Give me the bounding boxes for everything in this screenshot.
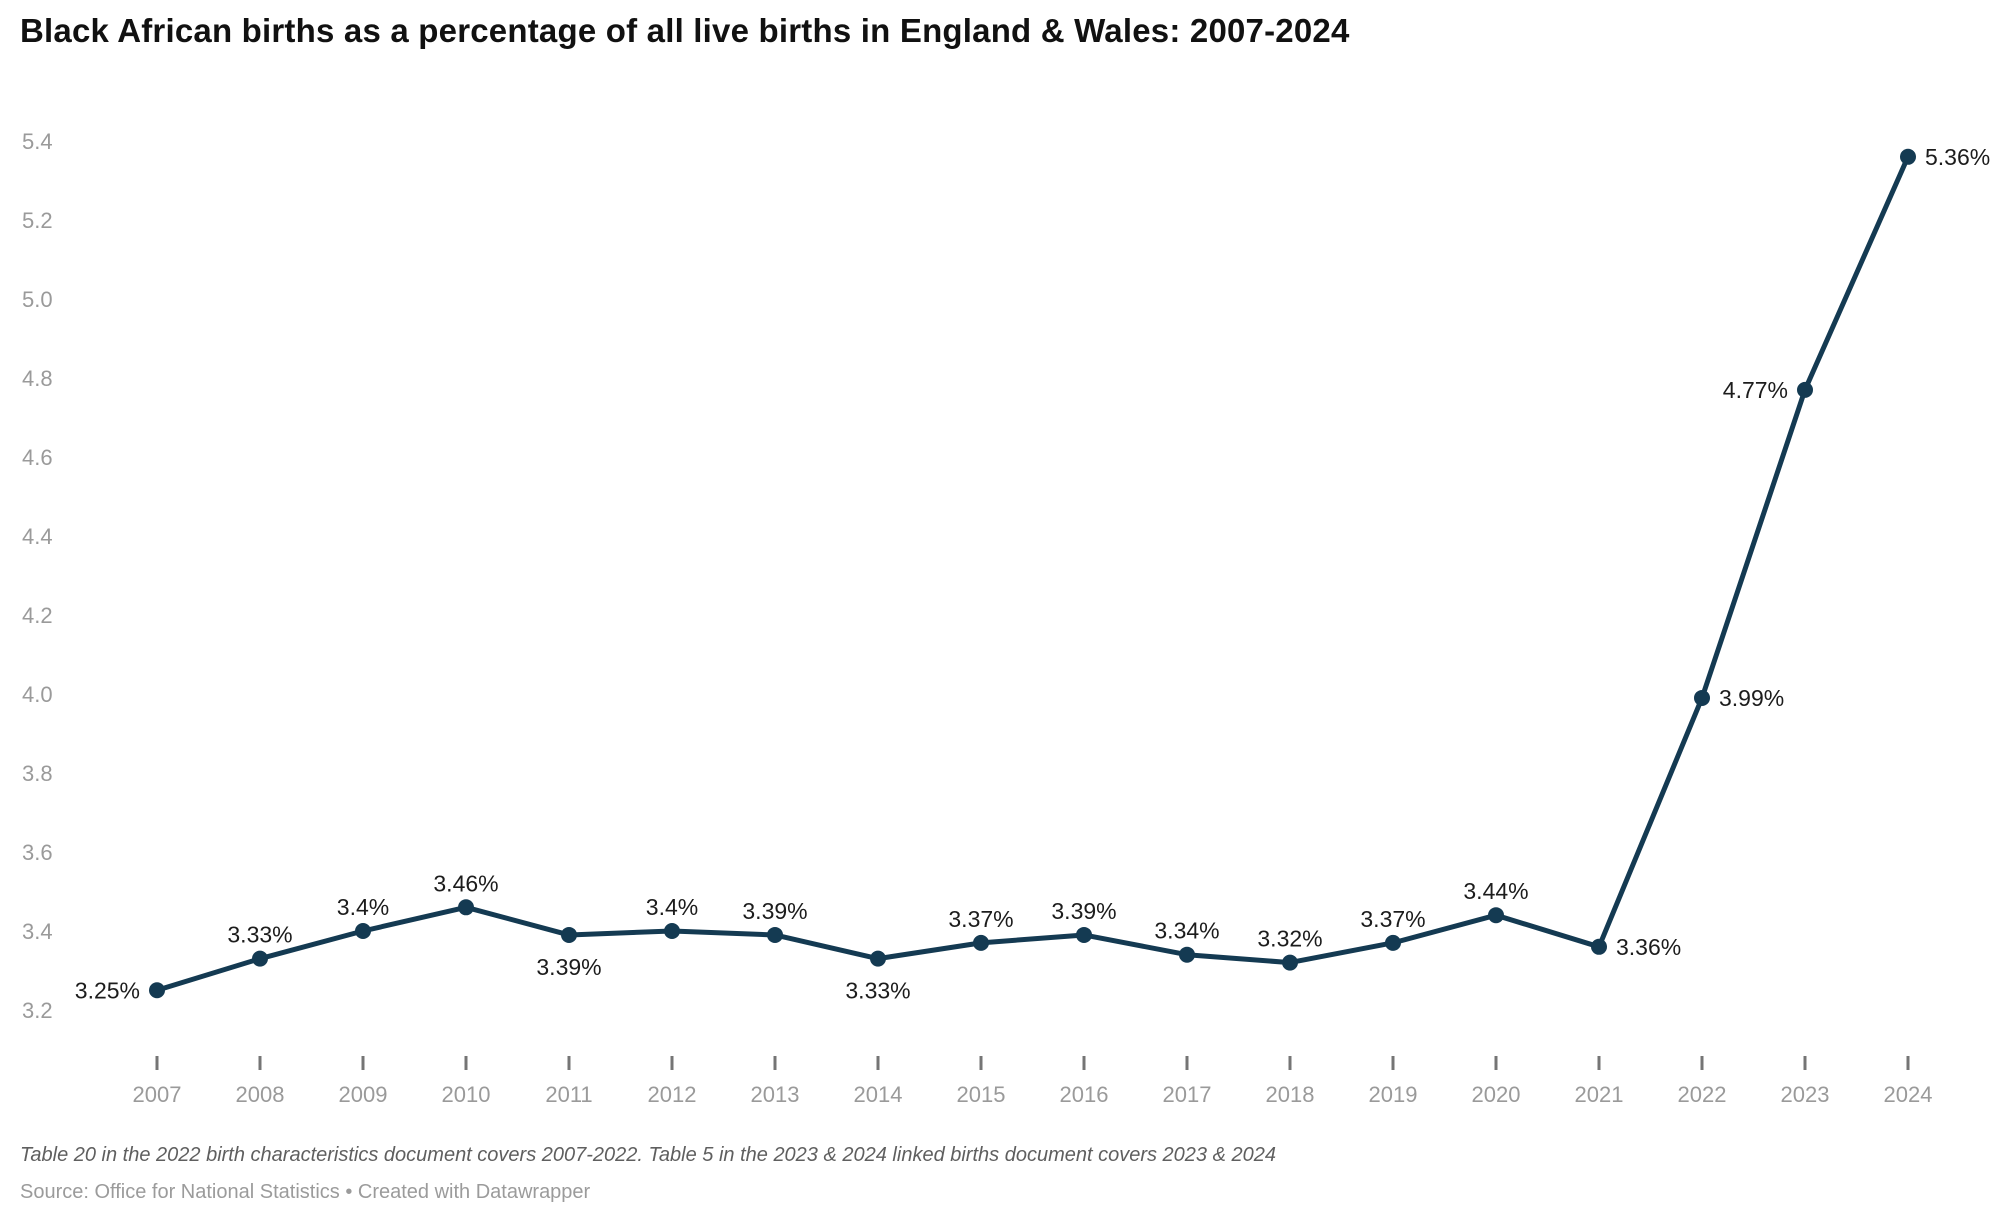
- data-point[interactable]: [561, 926, 577, 943]
- y-axis-tick-label: 3.2: [22, 998, 53, 1023]
- x-axis-label: 2009: [339, 1082, 388, 1107]
- chart-source-credit: Source: Office for National Statistics •…: [20, 1181, 591, 1203]
- data-point[interactable]: [973, 934, 989, 951]
- data-point[interactable]: [458, 899, 474, 916]
- x-axis-label: 2024: [1884, 1082, 1933, 1107]
- x-axis-label: 2016: [1060, 1082, 1109, 1107]
- x-axis-label: 2021: [1575, 1082, 1624, 1107]
- data-point-label: 3.4%: [337, 894, 389, 920]
- data-point[interactable]: [1385, 934, 1401, 951]
- x-axis-label: 2018: [1266, 1082, 1315, 1107]
- data-point-label: 3.33%: [845, 978, 910, 1004]
- data-point-label: 3.32%: [1257, 926, 1322, 952]
- x-axis-label: 2020: [1472, 1082, 1521, 1107]
- data-point-label: 3.99%: [1719, 685, 1784, 711]
- x-axis-label: 2012: [648, 1082, 697, 1107]
- data-point-label: 5.36%: [1925, 144, 1990, 170]
- data-point[interactable]: [1797, 381, 1813, 398]
- data-point[interactable]: [1282, 954, 1298, 971]
- data-point[interactable]: [252, 950, 268, 967]
- x-axis-label: 2014: [854, 1082, 903, 1107]
- data-point[interactable]: [1076, 926, 1092, 943]
- data-point-label: 3.25%: [75, 977, 140, 1003]
- data-point[interactable]: [1694, 689, 1710, 706]
- data-point[interactable]: [1591, 938, 1607, 955]
- data-point[interactable]: [870, 950, 886, 967]
- data-point-label: 3.37%: [948, 906, 1013, 932]
- chart-title: Black African births as a percentage of …: [20, 12, 1350, 49]
- data-point-label: 3.44%: [1463, 878, 1528, 904]
- data-point[interactable]: [767, 926, 783, 943]
- data-point-label: 3.4%: [646, 894, 698, 920]
- x-axis-label: 2022: [1678, 1082, 1727, 1107]
- data-point-label: 3.46%: [433, 870, 498, 896]
- y-axis-tick-label: 3.4: [22, 919, 53, 944]
- data-point-label: 3.37%: [1360, 906, 1425, 932]
- x-axis-label: 2010: [442, 1082, 491, 1107]
- y-axis-tick-label: 5.0: [22, 287, 53, 312]
- data-point-label: 3.36%: [1616, 934, 1681, 960]
- data-point-label: 3.39%: [742, 898, 807, 924]
- x-axis-label: 2008: [236, 1082, 285, 1107]
- y-axis-tick-label: 4.2: [22, 603, 53, 628]
- x-axis-label: 2017: [1163, 1082, 1212, 1107]
- x-axis-label: 2011: [545, 1082, 592, 1107]
- data-point[interactable]: [1900, 148, 1916, 165]
- y-axis-tick-label: 4.8: [22, 366, 53, 391]
- data-point-label: 3.34%: [1154, 918, 1219, 944]
- data-point-label: 3.39%: [1051, 898, 1116, 924]
- data-point-label: 3.33%: [227, 922, 292, 948]
- chart-footnote: Table 20 in the 2022 birth characteristi…: [20, 1144, 1276, 1166]
- y-axis-tick-label: 3.6: [22, 840, 53, 865]
- data-point[interactable]: [355, 923, 371, 939]
- x-axis-label: 2019: [1369, 1082, 1418, 1107]
- y-axis-tick-label: 5.4: [22, 129, 53, 154]
- x-axis-label: 2023: [1781, 1082, 1830, 1107]
- x-axis-label: 2015: [957, 1082, 1006, 1107]
- y-axis-tick-label: 3.8: [22, 761, 53, 786]
- y-axis-tick-label: 5.2: [22, 208, 53, 233]
- data-point[interactable]: [664, 923, 680, 939]
- x-axis-label: 2013: [751, 1082, 800, 1107]
- data-point[interactable]: [1488, 907, 1504, 924]
- data-point-label: 3.39%: [536, 954, 601, 980]
- data-point[interactable]: [1179, 946, 1195, 963]
- data-point[interactable]: [149, 982, 165, 999]
- x-axis-label: 2007: [133, 1082, 182, 1107]
- series-line: [154, 154, 1911, 993]
- data-point-label: 4.77%: [1723, 377, 1788, 403]
- y-axis-tick-label: 4.4: [22, 524, 53, 549]
- y-axis-tick-label: 4.0: [22, 682, 53, 707]
- y-axis-tick-label: 4.6: [22, 445, 53, 470]
